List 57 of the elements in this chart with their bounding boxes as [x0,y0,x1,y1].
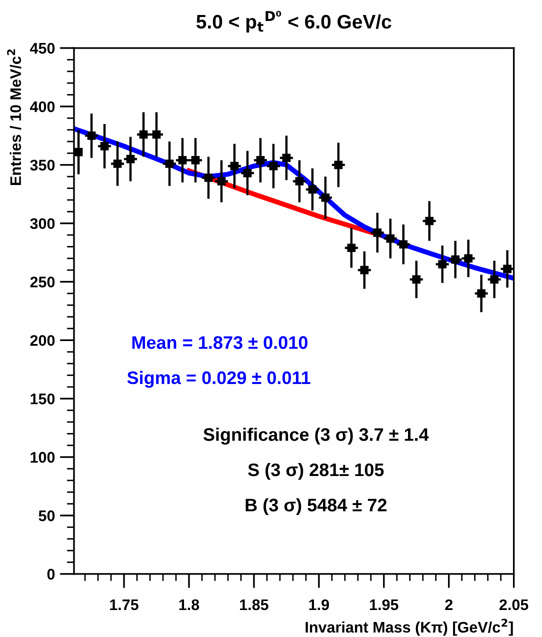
y-tick-label: 50 [38,510,55,522]
point [230,162,239,170]
point [386,234,395,243]
point [126,154,135,164]
annotation: B (3 σ) 5484 ± 72 [246,498,387,516]
x-tick-label: 1.75 [110,600,138,610]
point [477,289,486,298]
point [490,275,498,284]
point [347,244,356,252]
point [191,156,200,164]
x-tick-label: 1.85 [240,599,268,610]
line-series [74,126,514,281]
x-tick-label: 2.05 [499,599,528,610]
y-tick-label: 200 [30,335,55,346]
point [334,160,343,170]
annotation: Mean = 1.873 ± 0.010 [132,336,308,349]
point [87,132,96,140]
annotation: S (3 σ) 281± 105 [248,462,384,480]
point [308,185,317,194]
x-tick-label: 2 [445,599,452,610]
x-tick-label: 1.9 [309,599,329,610]
point [412,275,421,284]
point [399,240,408,249]
point [373,228,382,237]
y-axis-title: Entries / 10 MeV/c$^{2}$ [7,49,22,185]
point [464,254,473,263]
point [425,216,434,226]
y-tick-label: 300 [30,218,55,230]
x-axis-title: Invariant Mass (Kπ) [GeV/c$^{2}$] [306,618,513,636]
y-tick-label: 250 [30,276,55,288]
point [243,168,252,178]
point [113,160,122,168]
point [178,156,187,164]
point [321,193,330,202]
y-tick-label: 0 [47,568,55,580]
point [282,154,291,162]
point [503,264,512,274]
point [204,174,213,182]
point [74,148,83,156]
point [269,162,278,170]
y-tick-label: 100 [30,452,55,463]
y-tick-label: 400 [30,101,55,112]
point [295,177,304,186]
x-tick-label: 1.8 [179,599,200,610]
chart-title: 5.0 < p$_{t}$$^{D⁰}$ < 6.0 GeV/c [196,10,392,32]
x-tick-label: 1.95 [370,599,398,610]
y-tick-label: 150 [30,394,55,404]
point [360,266,369,274]
annotation: Significance (3 σ) 3.7 ± 1.4 [203,428,429,445]
point [438,260,447,268]
y-tick-label: 350 [30,160,55,171]
y-tick-label: 450 [30,42,55,54]
annotation: Sigma = 0.029 ± 0.011 [127,370,310,388]
point [217,177,226,186]
point [451,255,460,264]
point [256,156,265,164]
point [100,142,109,150]
